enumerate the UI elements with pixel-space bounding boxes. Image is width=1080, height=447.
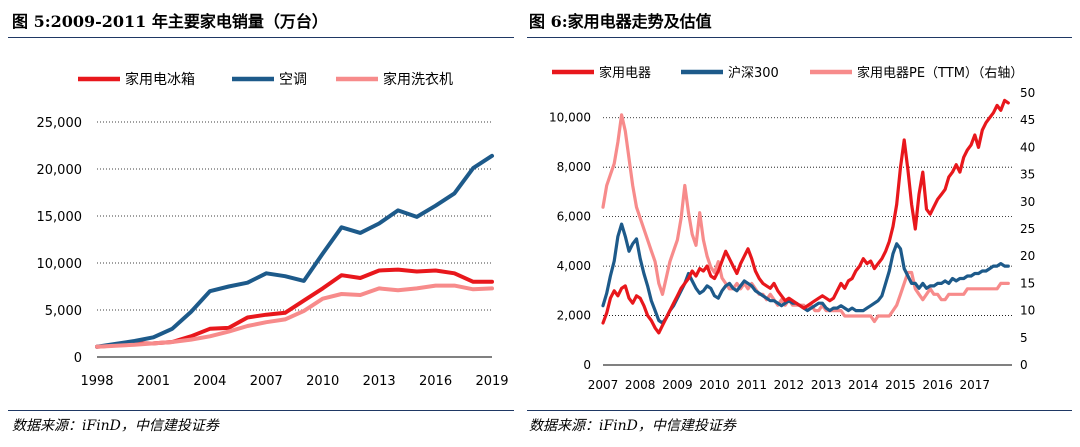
left-source-note: 数据来源：iFinD，中信建投证券	[12, 418, 219, 434]
left-legend-label: 家用电冰箱	[125, 71, 195, 88]
left-chart-title: 图 5:2009-2011 年主要家电销量（万台）	[12, 12, 328, 31]
right-legend-label: 沪深300	[728, 65, 779, 81]
right-title-rule	[527, 37, 1072, 38]
right-x-tick-label: 2010	[699, 378, 730, 392]
right-y-left-tick-label: 10,000	[549, 111, 591, 125]
right-x-tick-label: 2007	[588, 378, 619, 392]
right-y-left-tick-label: 2,000	[557, 309, 591, 323]
right-panel: 图 6:家用电器走势及估值 0 2,000 4,000 6,000 8,000 10,00…	[527, 0, 1080, 447]
right-y-right-tick-label: 30	[1020, 195, 1035, 209]
right-y-left-tick-label: 6,000	[557, 210, 591, 224]
left-x-tick-label: 2001	[137, 374, 170, 389]
right-x-tick-label: 2017	[960, 378, 991, 392]
right-y-left-tick-label: 8,000	[557, 160, 591, 174]
left-x-tick-label: 1998	[80, 374, 113, 389]
left-y-tick-label: 20,000	[37, 163, 83, 178]
right-chart-title: 图 6:家用电器走势及估值	[529, 12, 712, 31]
left-series-line	[95, 153, 494, 349]
right-y-right-tick-label: 35	[1020, 168, 1035, 182]
right-x-tick-label: 2014	[848, 378, 879, 392]
right-y-left-tick-label: 0	[583, 358, 591, 372]
left-panel: 图 5:2009-2011 年主要家电销量（万台） 0 5,000 10,000 15…	[0, 0, 520, 447]
left-y-tick-label: 15,000	[37, 210, 83, 225]
right-y-right-tick-label: 25	[1020, 222, 1035, 236]
right-series-line	[601, 98, 1010, 335]
left-legend-label: 家用洗衣机	[383, 71, 453, 88]
left-legend-label: 空调	[279, 72, 307, 88]
left-source-rule	[8, 410, 514, 411]
right-x-tick-label: 2009	[662, 378, 693, 392]
right-y-right-tick-label: 20	[1020, 249, 1035, 263]
left-x-tick-label: 2016	[419, 374, 452, 389]
right-y-right-tick-label: 40	[1020, 140, 1035, 154]
right-y-right-tick-label: 45	[1020, 113, 1035, 127]
left-x-tick-label: 2007	[250, 374, 283, 389]
right-x-tick-label: 2016	[922, 378, 953, 392]
right-y-right-tick-label: 5	[1020, 331, 1028, 345]
right-x-tick-label: 2015	[885, 378, 916, 392]
right-y-left-tick-label: 4,000	[557, 259, 591, 273]
left-y-tick-label: 0	[74, 351, 82, 366]
left-y-tick-label: 10,000	[37, 257, 83, 272]
left-x-tick-label: 2013	[363, 374, 396, 389]
left-x-tick-label: 2010	[306, 374, 339, 389]
right-y-right-tick-label: 10	[1020, 304, 1035, 318]
right-line-chart: 0 2,000 4,000 6,000 8,000 10,000 0 5 10 15 20 25 30 3…	[549, 65, 1035, 392]
right-x-tick-label: 2013	[811, 378, 842, 392]
right-x-tick-label: 2011	[736, 378, 767, 392]
right-series-line	[601, 113, 1010, 324]
right-x-tick-label: 2008	[625, 378, 656, 392]
left-series-line	[95, 283, 494, 349]
right-y-right-tick-label: 0	[1020, 358, 1028, 372]
left-y-tick-label: 25,000	[37, 116, 83, 131]
right-source-note: 数据来源：iFinD，中信建投证券	[529, 418, 736, 434]
right-legend-label: 家用电器PE（TTM）（右轴）	[857, 65, 1023, 81]
right-y-right-tick-label: 50	[1020, 86, 1035, 100]
right-y-right-tick-label: 15	[1020, 276, 1035, 290]
left-y-tick-label: 5,000	[45, 304, 82, 319]
left-title-rule	[8, 37, 514, 38]
left-x-tick-label: 2019	[475, 374, 508, 389]
right-source-rule	[527, 410, 1072, 411]
left-line-chart: 0 5,000 10,000 15,000 20,000 25,000 1998 2001 20…	[37, 71, 509, 389]
left-x-tick-label: 2004	[193, 374, 226, 389]
right-x-tick-label: 2012	[774, 378, 805, 392]
right-legend-label: 家用电器	[599, 65, 651, 81]
